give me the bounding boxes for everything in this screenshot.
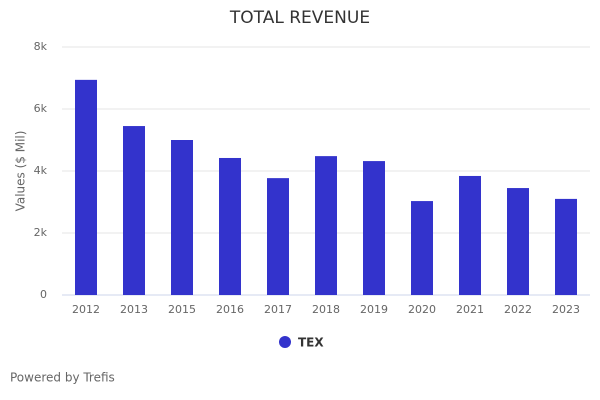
bar (555, 198, 577, 295)
y-tick-label: 4k (34, 164, 48, 177)
bar (411, 201, 433, 295)
x-tick-label: 2017 (264, 303, 292, 316)
y-tick-label: 6k (34, 102, 48, 115)
bar (75, 79, 97, 295)
bar (363, 161, 385, 295)
x-tick-label: 2022 (504, 303, 532, 316)
x-tick-label: 2020 (408, 303, 436, 316)
x-tick-label: 2021 (456, 303, 484, 316)
y-tick-label: 2k (34, 226, 48, 239)
x-tick-label: 2019 (360, 303, 388, 316)
legend-marker (279, 336, 291, 348)
y-axis-label: Values ($ Mil) (14, 131, 28, 212)
y-tick-label: 0 (40, 288, 47, 301)
bar (123, 126, 145, 295)
bar (171, 140, 193, 295)
x-tick-label: 2016 (216, 303, 244, 316)
bar (267, 178, 289, 295)
bar (459, 175, 481, 295)
bar (219, 157, 241, 295)
chart-title: TOTAL REVENUE (229, 8, 370, 28)
x-tick-label: 2013 (120, 303, 148, 316)
bar (507, 188, 529, 295)
x-tick-label: 2018 (312, 303, 340, 316)
y-tick-label: 8k (34, 40, 48, 53)
legend-label: TEX (298, 336, 324, 350)
bar (315, 156, 337, 295)
credits: Powered by Trefis (10, 371, 115, 385)
x-tick-label: 2023 (552, 303, 580, 316)
x-tick-label: 2015 (168, 303, 196, 316)
x-tick-label: 2012 (72, 303, 100, 316)
